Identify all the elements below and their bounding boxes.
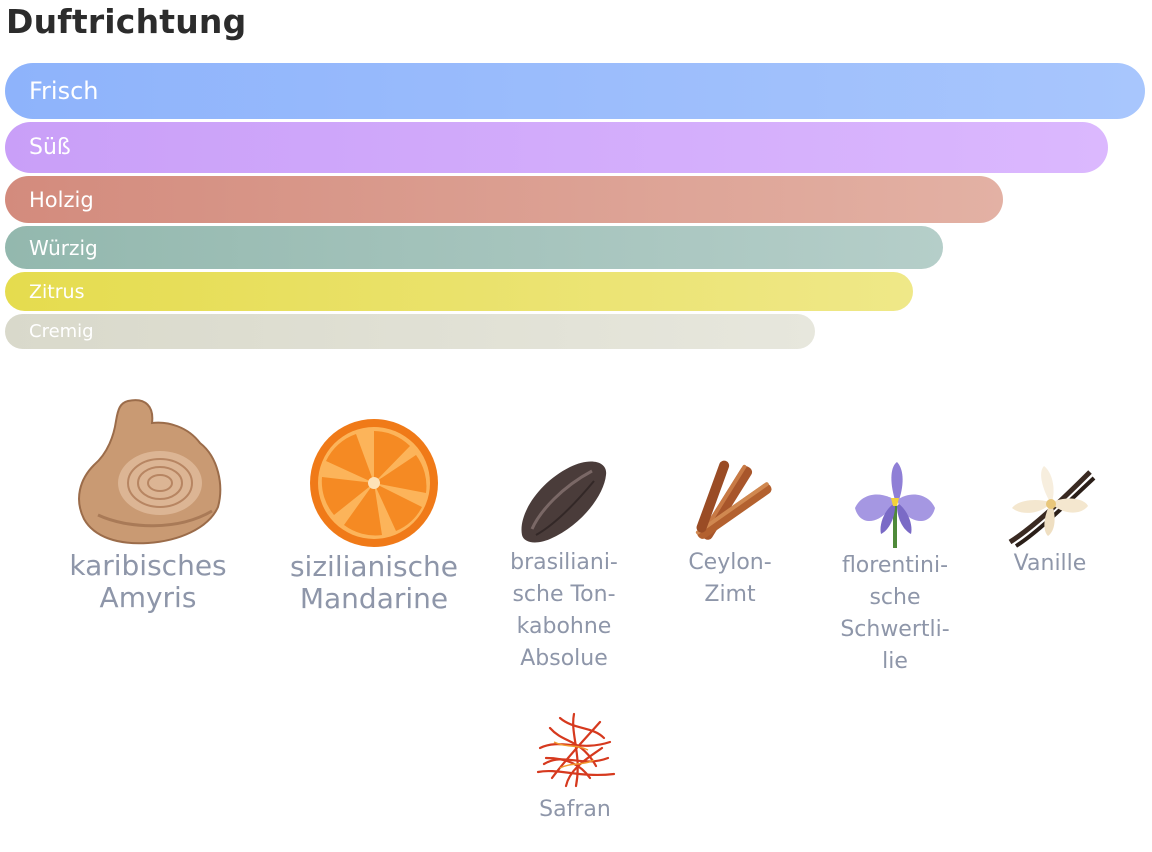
accord-label: Frisch [29, 77, 99, 105]
ingredient-iris[interactable]: florentini- sche Schwertli- lie [820, 460, 970, 678]
accord-bar-cremig: Cremig [5, 314, 815, 349]
mandarine-slice-icon [310, 419, 438, 547]
iris-flower-icon [855, 462, 935, 548]
tonka-bean-icon [521, 461, 607, 543]
ingredient-vanille[interactable]: Vanille [990, 458, 1110, 580]
saffron-threads-icon [536, 712, 616, 788]
cinnamon-stick-icon [695, 460, 772, 540]
ingredient-label: Vanille [1013, 551, 1087, 576]
ingredient-tonka[interactable]: brasiliani- sche Ton- kabohne Absolue [494, 455, 634, 675]
ingredient-label: karibisches Amyris [69, 549, 227, 614]
accord-bar-suess: Süß [5, 122, 1108, 173]
accord-label: Süß [29, 135, 71, 160]
ingredient-amyris[interactable]: karibisches Amyris [48, 395, 248, 614]
accord-bar-wuerzig: Würzig [5, 226, 943, 269]
accord-label: Cremig [29, 321, 94, 342]
ingredient-mandarine[interactable]: sizilianische Mandarine [278, 415, 470, 615]
ingredient-label: brasiliani- sche Ton- kabohne Absolue [510, 550, 618, 671]
accord-bar-frisch: Frisch [5, 63, 1145, 119]
ingredient-label: Safran [539, 797, 611, 822]
ingredient-label: Ceylon- Zimt [688, 550, 772, 607]
accord-bar-holzig: Holzig [5, 176, 1003, 223]
accord-label: Zitrus [29, 280, 85, 303]
ingredient-label: sizilianische Mandarine [289, 550, 459, 615]
accord-label: Würzig [29, 235, 98, 260]
ingredient-safran[interactable]: Safran [515, 708, 635, 826]
accord-bars: Frisch Süß Holzig Würzig Zitrus Cremig [5, 0, 1150, 360]
ingredient-zimt[interactable]: Ceylon- Zimt [665, 455, 795, 611]
amyris-wood-icon [78, 399, 222, 545]
accord-label: Holzig [29, 187, 94, 212]
section-title: Duftrichtung [6, 2, 247, 41]
accord-bar-zitrus: Zitrus [5, 272, 913, 311]
ingredient-label: florentini- sche Schwertli- lie [840, 553, 950, 674]
vanilla-flower-icon [1008, 466, 1096, 548]
